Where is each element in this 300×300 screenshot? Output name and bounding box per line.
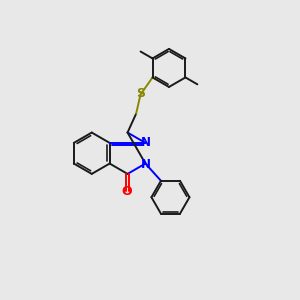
Text: S: S	[136, 87, 145, 100]
Text: N: N	[141, 158, 151, 171]
Text: N: N	[141, 136, 151, 148]
Text: O: O	[122, 185, 132, 199]
